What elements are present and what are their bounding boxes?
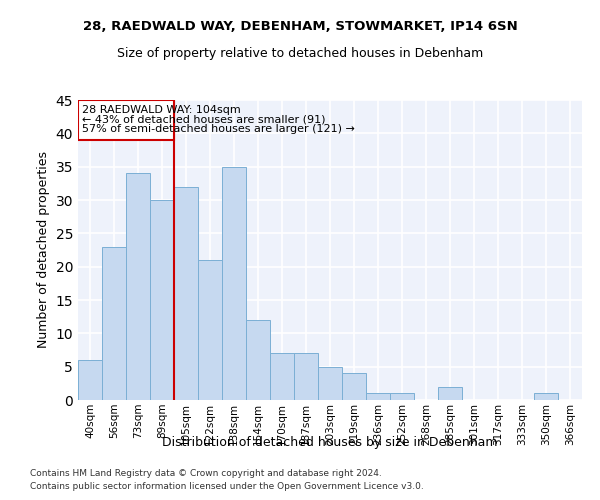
Bar <box>246 320 270 400</box>
Bar <box>126 174 150 400</box>
Bar <box>438 386 462 400</box>
Bar <box>78 360 102 400</box>
Bar <box>390 394 414 400</box>
Text: 28 RAEDWALD WAY: 104sqm: 28 RAEDWALD WAY: 104sqm <box>82 106 241 116</box>
Bar <box>270 354 294 400</box>
Text: 28, RAEDWALD WAY, DEBENHAM, STOWMARKET, IP14 6SN: 28, RAEDWALD WAY, DEBENHAM, STOWMARKET, … <box>83 20 517 33</box>
Y-axis label: Number of detached properties: Number of detached properties <box>37 152 50 348</box>
Text: Contains public sector information licensed under the Open Government Licence v3: Contains public sector information licen… <box>30 482 424 491</box>
Bar <box>198 260 222 400</box>
Text: 57% of semi-detached houses are larger (121) →: 57% of semi-detached houses are larger (… <box>82 124 355 134</box>
Bar <box>534 394 558 400</box>
Text: Size of property relative to detached houses in Debenham: Size of property relative to detached ho… <box>117 48 483 60</box>
Bar <box>318 366 342 400</box>
Bar <box>78 100 174 140</box>
Bar <box>174 186 198 400</box>
Bar <box>342 374 366 400</box>
Text: Contains HM Land Registry data © Crown copyright and database right 2024.: Contains HM Land Registry data © Crown c… <box>30 468 382 477</box>
Bar <box>366 394 390 400</box>
Bar <box>150 200 174 400</box>
Text: ← 43% of detached houses are smaller (91): ← 43% of detached houses are smaller (91… <box>82 114 325 124</box>
Bar <box>102 246 126 400</box>
Bar <box>294 354 318 400</box>
Bar <box>222 166 246 400</box>
Text: Distribution of detached houses by size in Debenham: Distribution of detached houses by size … <box>162 436 498 449</box>
